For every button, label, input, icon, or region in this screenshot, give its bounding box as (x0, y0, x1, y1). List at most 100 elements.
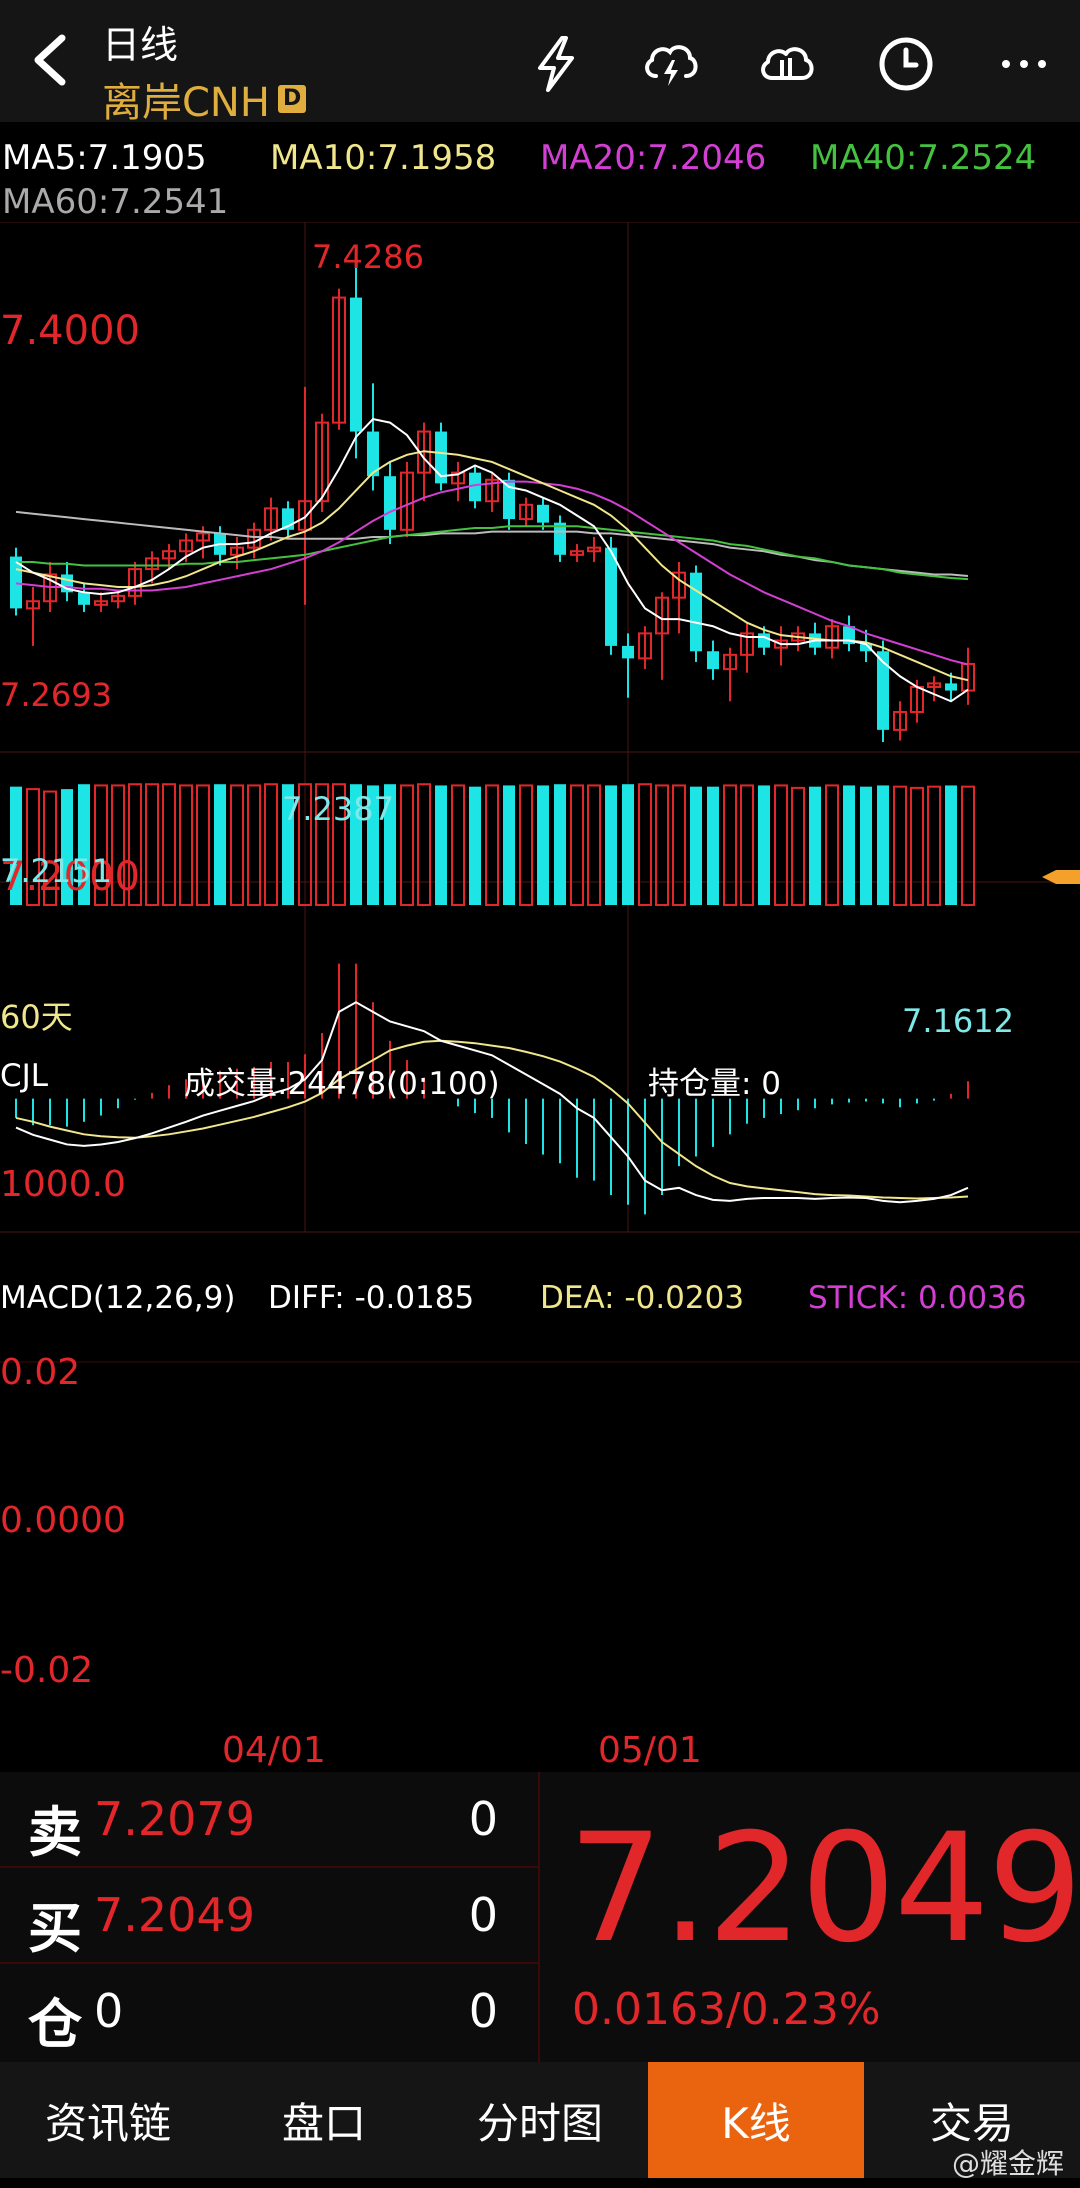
bottom-tab-bar: 资讯链 盘口 分时图 K线 交易 (0, 2062, 1080, 2178)
candle-body-up (672, 571, 686, 599)
candle-body-down (945, 683, 957, 691)
volume-bar-up (247, 784, 261, 906)
left-low-label: 7.2151 (0, 852, 112, 890)
sell-row[interactable]: 卖 7.2079 0 (0, 1772, 538, 1868)
macd-indicator-name[interactable]: MACD(12,26,9) (0, 1280, 236, 1316)
ma5-label: MA5:7.1905 (2, 138, 207, 178)
ma40-label: MA40:7.2524 (810, 138, 1037, 178)
volume-bar-down (877, 785, 889, 905)
volume-bar-up (315, 783, 329, 906)
volume-bar-down (707, 786, 719, 905)
ma60-label: MA60:7.2541 (2, 182, 229, 222)
tab-news-chain[interactable]: 资讯链 (44, 2098, 171, 2148)
macd-dea-value: DEA: -0.0203 (540, 1280, 745, 1316)
range-label: 60天 (0, 998, 73, 1036)
position-value: 0 (94, 1984, 124, 2038)
chart-svg (0, 222, 1080, 1363)
last-price: 7.2049 (568, 1802, 1080, 1976)
candle-body-up (723, 653, 737, 671)
more-icon[interactable] (994, 34, 1054, 94)
candle-body-up (485, 478, 499, 503)
volume-bar-down (622, 784, 634, 905)
volume-bar-up (655, 784, 669, 906)
mid-low-label: 7.2387 (282, 790, 394, 828)
sell-price: 7.2079 (94, 1792, 255, 1846)
volume-bar-down (10, 786, 22, 905)
volume-value: 成交量:24478(0:100) (184, 1066, 500, 1102)
volume-bar-down (809, 786, 821, 905)
volume-bar-down (605, 785, 617, 905)
candle-body-up (230, 546, 244, 556)
macd-axis-top: 0.02 (0, 1352, 81, 1393)
candle-body-down (503, 479, 515, 520)
ma20-line (15, 480, 969, 666)
symbol-title[interactable]: 离岸CNH D (102, 70, 307, 128)
candle-body-down (758, 633, 770, 648)
volume-bar-up (94, 784, 108, 906)
volume-bar-down (503, 785, 515, 905)
tab-intraday[interactable]: 分时图 (476, 2098, 603, 2148)
tab-order-book[interactable]: 盘口 (281, 2098, 366, 2148)
volume-bar-up (927, 785, 941, 906)
candle-body-up (825, 625, 839, 649)
volume-bar-up (791, 786, 805, 907)
candle-body-down (554, 522, 566, 555)
volume-bar-up (893, 785, 907, 906)
back-icon[interactable] (22, 30, 82, 90)
candle-body-down (350, 297, 362, 432)
volume-bar-down (469, 786, 481, 905)
volume-bar-up (723, 784, 737, 906)
cloud-lightning-icon[interactable] (640, 34, 700, 94)
ma20-label: MA20:7.2046 (540, 138, 767, 178)
d-badge: D (277, 85, 307, 113)
volume-bar-down (537, 785, 549, 905)
volume-bar-up (961, 785, 975, 906)
cloud-compare-icon[interactable] (756, 34, 816, 94)
candle-body-down (78, 592, 90, 605)
tab-kline[interactable]: K线 (648, 2062, 864, 2178)
candle-body-up (332, 296, 346, 424)
ma60-line (15, 510, 969, 578)
candle-body-up (570, 550, 584, 556)
candle-body-down (384, 476, 396, 530)
axis-label-top: 7.4000 (0, 308, 140, 354)
candle-body-up (298, 500, 312, 531)
volume-bar-up (43, 790, 57, 906)
volume-bar-down (860, 786, 872, 905)
flash-icon[interactable] (526, 34, 586, 94)
volume-bar-up (740, 784, 754, 906)
date-label-apr: 04/01 (222, 1730, 326, 1771)
volume-bar-up (587, 784, 601, 906)
axis-label-bottom: 7.2000 (0, 854, 140, 900)
candle-body-up (893, 710, 907, 731)
candle-body-down (537, 504, 549, 523)
candle-body-down (622, 645, 634, 659)
volume-indicator-name[interactable]: CJL (0, 1058, 49, 1094)
current-price-marker-icon (1042, 870, 1080, 884)
watermark: @耀金辉 (951, 2147, 1064, 2180)
tab-trade[interactable]: 交易 (929, 2098, 1014, 2148)
candle-body-down (367, 431, 379, 477)
candle-body-down (707, 651, 719, 670)
volume-bar-up (298, 783, 312, 906)
macd-axis-bottom: -0.02 (0, 1650, 94, 1691)
candle-body-up (94, 600, 108, 606)
volume-bar-up (519, 784, 533, 906)
macd-stick-value: STICK: 0.0036 (808, 1280, 1027, 1316)
volume-bar-down (554, 784, 566, 905)
candle-body-up (638, 632, 652, 660)
clock-icon[interactable] (876, 34, 936, 94)
candle-body-up (111, 594, 125, 603)
volume-bar-down (384, 784, 396, 905)
quote-panel: 卖 7.2079 0 买 7.2049 0 仓 0 0 7.2049 0.016… (0, 1772, 1080, 2062)
volume-bar-down (61, 789, 73, 905)
position-label: 仓 (28, 1993, 82, 2056)
buy-row[interactable]: 买 7.2049 0 (0, 1868, 538, 1964)
volume-bar-up (230, 784, 244, 906)
volume-bar-up (417, 783, 431, 906)
candle-body-up (451, 471, 465, 485)
kline-chart[interactable]: 7.4286 7.4000 7.2693 7.2000 7.2151 7.238… (0, 222, 1080, 1771)
volume-bar-down (690, 786, 702, 905)
volume-axis-label: 1000.0 (0, 1164, 126, 1205)
candle-body-up (264, 507, 278, 531)
